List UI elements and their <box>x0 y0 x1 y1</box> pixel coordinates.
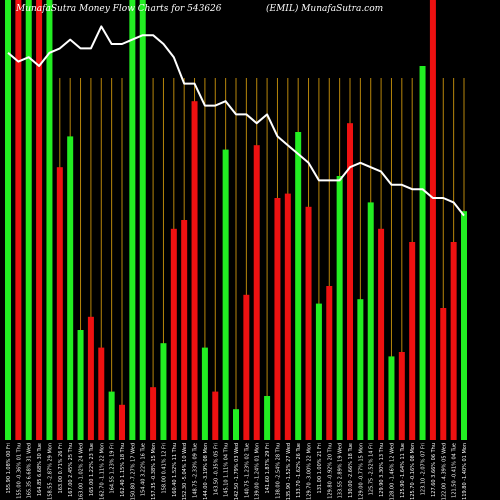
bar <box>315 303 322 440</box>
x-tick-label: 133.55 2.89% 19 Wed <box>338 443 344 498</box>
bar <box>461 211 467 440</box>
x-tick-label: 119.80 -1.40% 01 Mon <box>462 443 468 500</box>
x-tick-label: 129.70 -3.00% 22 Mon <box>307 443 313 500</box>
bar <box>398 352 405 440</box>
x-tick-label: 164.85 6.68% 30 Tue <box>37 443 43 496</box>
bar <box>429 0 436 440</box>
bar <box>222 149 229 440</box>
x-tick-label: 129.90 3.30% 13 Thu <box>379 443 385 497</box>
x-tick-label: 129.80 -0.92% 20 Thu <box>327 443 333 499</box>
x-tick-label: 162.40 1.15% 18 Thu <box>120 443 126 497</box>
bar <box>233 409 239 440</box>
x-tick-label: 127.60 3.66% 06 Thu <box>431 443 437 497</box>
bar <box>160 343 167 440</box>
x-tick-label: 142.50 -1.79% 03 Wed <box>234 443 240 500</box>
x-tick-label: 139.00 -1.24% 01 Mon <box>255 443 261 500</box>
bar <box>284 193 291 440</box>
bar <box>212 391 219 440</box>
bar <box>98 347 105 440</box>
bar <box>336 176 343 440</box>
price-line <box>7 25 465 217</box>
x-tick-label: 165.35 6.68% 31 Wed <box>27 443 33 498</box>
x-tick-label: 155.90 1.08% 00 Fri <box>6 443 12 493</box>
x-tick-label: 162.70 -1.11% 22 Mon <box>99 443 105 500</box>
bar <box>119 404 125 440</box>
x-tick-label: 152.30 -5.04% 10 Wed <box>182 443 188 500</box>
bar <box>36 0 43 440</box>
bar <box>25 0 32 440</box>
bar <box>5 0 11 440</box>
bar <box>367 202 374 440</box>
chart-title: MunafaSutra Money Flow Charts for 543626 <box>16 4 222 14</box>
x-tick-label: 133.70 -1.62% 26 Tue <box>296 443 302 498</box>
x-tick-label: 125.70 -0.16% 08 Mon <box>410 443 416 500</box>
x-tick-label: 164.55 1.23% 19 Fri <box>110 443 116 493</box>
grid-lines <box>7 78 465 440</box>
bar <box>67 136 74 440</box>
bar <box>15 0 22 440</box>
x-tick-label: 125.75 -2.52% 14 Fri <box>369 443 375 495</box>
ticker-label: (EMIL) MunafaSutra.com <box>266 4 384 14</box>
x-tick-label: 150.80 -7.27% 17 Wed <box>130 443 136 500</box>
bar <box>201 347 208 440</box>
bar <box>108 391 115 440</box>
x-tick-label: 128.00 -1.46% 12 Wed <box>389 443 395 500</box>
x-tick-label: 123.10 -2.07% 07 Fri <box>421 443 427 495</box>
x-tick-label: 158.00 0.41% 12 Fri <box>161 443 167 493</box>
bar <box>264 396 271 440</box>
x-tick-label: 135.90 -1.52% 27 Wed <box>286 443 292 500</box>
x-tick-label: 158.55 -2.87% 29 Mon <box>47 443 53 500</box>
bar <box>305 206 312 440</box>
x-tick-label: 160.40 1.52% 11 Thu <box>172 443 178 497</box>
x-tick-label: 148.75 -2.33% 09 Tue <box>193 443 199 498</box>
bar <box>357 299 364 440</box>
x-tick-label: 165.00 1.22% 23 Tue <box>89 443 95 496</box>
bar <box>409 242 416 440</box>
bar <box>191 101 198 440</box>
bar <box>274 198 281 440</box>
bar-series <box>5 0 467 440</box>
bar <box>56 167 63 440</box>
x-tick-label: 138.00 -2.54% 28 Thu <box>275 443 281 499</box>
x-tick-label: 125.90 -1.64% 11 Tue <box>400 443 406 498</box>
bar <box>326 286 333 440</box>
bar <box>150 387 157 440</box>
bar <box>419 66 426 440</box>
x-tick-label: 129.00 -0.77% 15 Mon <box>358 443 364 500</box>
bar <box>170 228 177 440</box>
x-tick-label: 140.75 -1.23% 02 Tue <box>244 443 250 498</box>
bar <box>87 316 94 440</box>
bar <box>450 242 457 440</box>
bar <box>295 132 302 440</box>
x-tick-label: 155.00 -0.36% 01 Thu <box>16 443 22 499</box>
x-tick-label: 121.50 -0.41% 04 Tue <box>452 443 458 498</box>
x-axis-labels: 155.90 1.08% 00 Fri 155.00 -0.36% 01 Thu 1… <box>6 443 468 500</box>
bar <box>139 0 146 440</box>
bar <box>253 145 260 440</box>
x-tick-label: 154.40 3.22% 16 Tue <box>141 443 147 496</box>
x-tick-label: 144.00 -3.19% 08 Mon <box>203 443 209 500</box>
x-tick-label: 141.60 1.87% 29 Fri <box>265 443 271 493</box>
x-tick-label: 131.00 1.00% 21 Fri <box>317 443 323 493</box>
x-tick-label: 163.00 0.71% 26 Fri <box>58 443 64 493</box>
x-tick-label: 167.00 2.45% 25 Thu <box>68 443 74 497</box>
price-line-series <box>7 25 465 217</box>
bar <box>129 0 136 440</box>
x-tick-label: 163.00 -1.02% 24 Wed <box>79 443 85 500</box>
bar <box>347 123 353 440</box>
x-tick-label: 157.35 -0.38% 15 Mon <box>151 443 157 500</box>
bar <box>378 228 385 440</box>
bar <box>77 330 84 440</box>
bar <box>181 220 188 440</box>
x-tick-label: 130.00 -2.66% 18 Tue <box>348 443 354 498</box>
bar <box>440 308 447 440</box>
x-tick-label: 122.00 -4.39% 05 Wed <box>441 443 447 500</box>
x-tick-label: 143.50 -0.35% 05 Fri <box>213 443 219 495</box>
bar <box>388 356 395 440</box>
bar <box>46 0 53 440</box>
bar <box>243 294 250 440</box>
x-tick-label: 145.10 1.11% 04 Thu <box>224 443 230 497</box>
